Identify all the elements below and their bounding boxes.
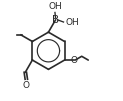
Text: B: B: [52, 15, 59, 25]
Text: OH: OH: [48, 2, 62, 12]
Text: O: O: [70, 56, 77, 65]
Text: O: O: [23, 81, 30, 90]
Text: OH: OH: [66, 17, 79, 27]
